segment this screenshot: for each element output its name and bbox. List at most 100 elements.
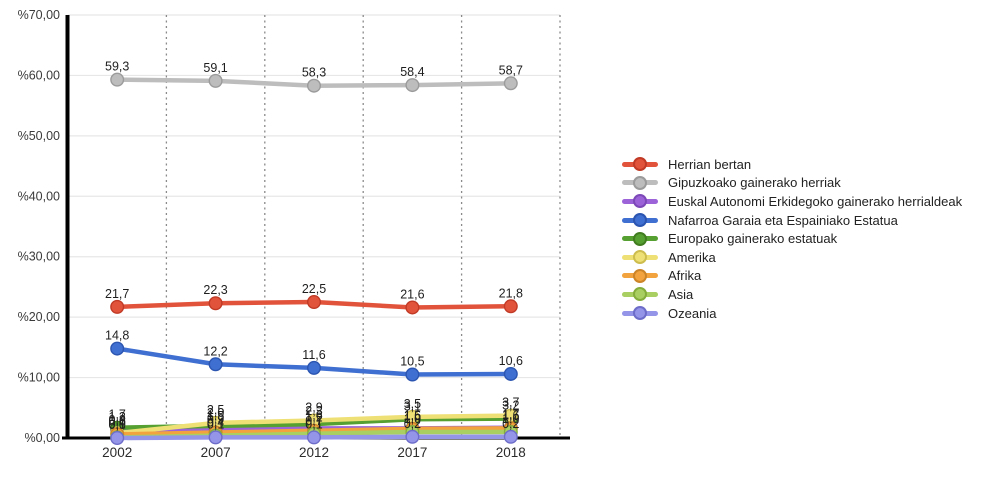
data-label: 1,0 [502,412,519,426]
data-label: 0,4 [207,416,224,430]
data-label: 1,5 [207,409,224,423]
legend-line-icon [622,175,658,190]
x-axis-tick-label: 2018 [496,445,526,460]
legend-item: Afrika [622,267,962,286]
legend-line-icon [622,231,658,246]
legend-label: Gipuzkoako gainerako herriak [668,175,841,191]
legend-dot-icon [633,250,647,265]
data-point [405,78,420,93]
data-label: 11,6 [302,348,325,362]
data-label: 58,4 [400,65,424,79]
legend-item: Gipuzkoako gainerako herriak [622,174,962,193]
data-label: 22,3 [203,283,227,297]
legend-item: Euskal Autonomi Erkidegoko gainerako her… [622,192,962,211]
y-axis-tick-label: %40,00 [18,189,60,203]
data-label: 58,3 [302,66,326,80]
legend-dot-icon [633,268,647,283]
data-point [405,429,420,444]
data-label: 0,2 [502,417,519,431]
data-point [307,430,322,445]
data-label: 21,7 [105,287,129,301]
data-label: 2,3 [305,404,322,418]
data-label: 2,5 [207,403,224,417]
data-point [503,299,518,314]
data-label: 0,6 [109,414,126,428]
data-label: 3,2 [502,399,519,413]
legend-dot-icon [633,213,647,228]
y-axis-tick-label: %70,00 [18,8,60,22]
data-point [307,78,322,93]
data-label: 2,0 [207,406,224,420]
data-point [307,360,322,375]
data-label: 0,2 [404,417,421,431]
data-point [208,296,223,311]
data-label: 3,1 [404,399,421,413]
data-point [110,431,125,446]
data-label: 0,7 [305,414,322,428]
legend-label: Afrika [668,268,702,284]
data-label: 1,6 [404,408,421,422]
data-label: 22,5 [302,282,326,296]
data-point [503,366,518,381]
data-label: 1,2 [305,411,322,425]
data-label: 59,3 [105,60,129,74]
legend-label: Ozeania [668,305,717,321]
legend-label: Amerika [668,249,716,265]
data-point [110,72,125,87]
legend-label: Euskal Autonomi Erkidegoko gainerako her… [668,193,963,209]
legend-dot-icon [633,287,647,302]
legend-label: Nafarroa Garaia eta Espainiako Estatua [668,212,898,228]
legend-line-icon [622,250,658,265]
data-label: 1,3 [109,410,126,424]
legend-line-icon [622,306,658,321]
data-label: 0,9 [207,413,224,427]
y-axis-tick-label: %10,00 [18,371,60,385]
data-point [208,430,223,445]
data-point [405,367,420,382]
data-label: 12,2 [203,344,227,358]
y-axis-tick-label: %60,00 [18,68,60,82]
legend-dot-icon [633,194,647,209]
data-point [307,295,322,310]
y-axis-tick-label: %0,00 [25,431,60,445]
data-point [110,299,125,314]
legend-label: Asia [668,286,694,302]
data-point [405,300,420,315]
x-axis-tick-label: 2002 [102,445,132,460]
data-label: 0,0 [109,418,126,432]
data-point [503,429,518,444]
x-axis-tick-label: 2012 [299,445,329,460]
data-label: 10,6 [499,354,523,368]
x-axis-tick-label: 2007 [201,445,231,460]
y-axis-tick-label: %20,00 [18,310,60,324]
x-axis-tick-label: 2017 [397,445,427,460]
data-point [208,357,223,372]
legend-item: Nafarroa Garaia eta Espainiako Estatua [622,211,962,230]
data-point [208,73,223,88]
data-label: 1,6 [502,408,519,422]
legend-line-icon [622,194,658,209]
data-label: 0,8 [109,413,126,427]
y-axis-tick-label: %50,00 [18,129,60,143]
legend-dot-icon [633,306,647,321]
y-axis [65,15,70,438]
chart-svg: %0,00 %10,00 %20,00 %30,00 %40,00 %50,00 %60,0… [18,8,570,460]
data-label: 3,7 [502,396,519,410]
legend-line-icon [622,287,658,302]
data-label: 21,8 [499,286,523,300]
legend-item: Asia [622,285,962,304]
legend-label: Europako gainerako estatuak [668,231,838,247]
legend-item: Herrian bertan [622,155,962,174]
data-label: 59,1 [203,61,227,75]
y-axis-tick-label: %30,00 [18,250,60,264]
legend-dot-icon [633,231,647,246]
legend-line-icon [622,268,658,283]
legend-dot-icon [633,175,647,190]
data-label: 2,9 [305,400,322,414]
legend-dot-icon [633,157,647,172]
data-label: 10,5 [400,355,424,369]
legend-line-icon [622,157,658,172]
data-label: 3,5 [404,397,421,411]
data-label: 0,1 [207,417,224,431]
